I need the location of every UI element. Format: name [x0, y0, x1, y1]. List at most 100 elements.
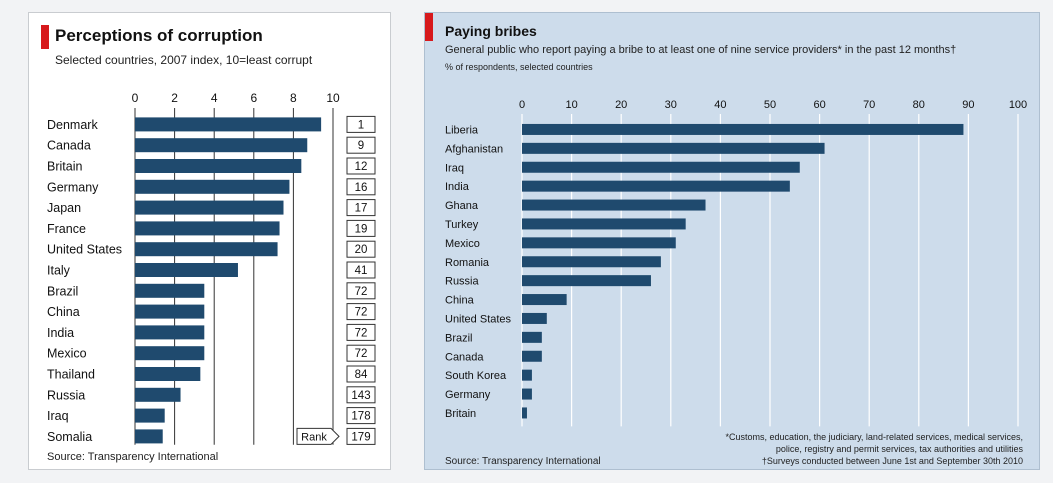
category-label: Britain	[47, 160, 82, 174]
corruption-bar-chart: Denmark Canada Britain Germany Japan France Un…	[47, 91, 376, 445]
bar	[522, 180, 790, 192]
bar	[522, 256, 661, 268]
bar	[135, 325, 205, 340]
category-label: Canada	[47, 139, 91, 153]
x-tick-label: 90	[962, 99, 974, 111]
x-tick-label: 70	[863, 99, 875, 111]
rank-box	[346, 199, 376, 217]
chart-title: Perceptions of corruption	[55, 26, 263, 45]
rank-box	[346, 219, 376, 237]
rank-box	[346, 240, 376, 258]
category-label: Ghana	[445, 200, 479, 212]
bar	[522, 350, 542, 362]
x-tick-label: 80	[913, 99, 925, 111]
bar	[135, 367, 201, 381]
bribes-bar-chart: Liberia Afghanistan Iraq India Ghana Turkey Me…	[445, 99, 1027, 427]
x-tick-label: 10	[326, 91, 340, 105]
bar	[522, 388, 532, 400]
category-label: France	[47, 222, 86, 236]
x-tick-label: 0	[132, 91, 139, 105]
category-label: Afghanistan	[445, 143, 503, 155]
rank-box	[346, 386, 376, 404]
category-label: United States	[445, 313, 512, 325]
category-label: Japan	[47, 201, 81, 215]
bar	[135, 387, 181, 402]
category-label: United States	[47, 243, 122, 257]
rank-box	[346, 323, 376, 341]
bar	[522, 275, 651, 287]
rank-value: 17	[355, 203, 368, 215]
bar	[135, 242, 278, 257]
category-label: Brazil	[47, 284, 78, 298]
category-label: Iraq	[445, 162, 464, 174]
chart-source: Source: Transparency International	[445, 456, 601, 467]
bar	[522, 407, 527, 419]
chart-source: Source: Transparency International	[47, 451, 219, 463]
rank-pointer-label: Rank	[301, 431, 327, 443]
rank-box	[346, 427, 376, 445]
x-tick-label: 20	[615, 99, 627, 111]
bar	[135, 283, 205, 298]
rank-value: 84	[355, 369, 368, 381]
category-label: Thailand	[47, 368, 95, 382]
rank-box	[346, 303, 376, 321]
accent-bar	[41, 25, 49, 49]
accent-bar	[425, 13, 433, 41]
x-tick-label: 100	[1009, 99, 1027, 111]
bar	[522, 331, 542, 343]
bar	[135, 221, 280, 236]
rank-value: 143	[351, 390, 370, 402]
x-tick-label: 6	[250, 91, 257, 105]
rank-value: 41	[355, 265, 368, 277]
unit-note: % of respondents, selected countries	[445, 62, 593, 72]
rank-box	[346, 365, 376, 383]
category-label: China	[445, 295, 475, 307]
corruption-chart-panel: Perceptions of corruption Selected count…	[28, 12, 391, 470]
bar	[522, 161, 800, 173]
rank-value: 1	[358, 119, 364, 131]
bar	[135, 179, 290, 194]
rank-value: 12	[355, 161, 368, 173]
rank-value: 72	[355, 307, 368, 319]
category-label: Germany	[47, 180, 99, 194]
rank-value: 72	[355, 348, 368, 360]
x-tick-label: 4	[211, 91, 218, 105]
bar	[522, 237, 676, 249]
category-label: Russia	[445, 276, 480, 288]
category-label: China	[47, 305, 80, 319]
rank-value: 72	[355, 286, 368, 298]
rank-box	[346, 157, 376, 175]
bar	[135, 200, 284, 215]
rank-value: 16	[355, 182, 368, 194]
rank-value: 72	[355, 327, 368, 339]
chart-subtitle: General public who report paying a bribe…	[445, 44, 957, 56]
category-label: Somalia	[47, 430, 92, 444]
rank-box	[346, 178, 376, 196]
category-label: Denmark	[47, 118, 98, 132]
chart-subtitle: Selected countries, 2007 index, 10=least…	[55, 53, 313, 67]
footnote-1: *Customs, education, the judiciary, land…	[725, 432, 1023, 442]
bar	[135, 304, 205, 319]
bar	[522, 312, 547, 324]
rank-box	[346, 136, 376, 154]
category-label: Russia	[47, 388, 85, 402]
bar	[135, 429, 163, 444]
bar	[522, 142, 825, 154]
category-label: India	[445, 181, 470, 193]
bar	[135, 117, 322, 132]
category-label: Romania	[445, 257, 490, 269]
rank-value: 179	[351, 431, 370, 443]
category-label: Canada	[445, 351, 484, 363]
bar	[522, 199, 706, 211]
rank-value: 9	[358, 140, 364, 152]
bar	[522, 369, 532, 381]
x-tick-label: 10	[565, 99, 577, 111]
bar	[522, 123, 964, 135]
rank-box	[346, 261, 376, 279]
category-label: Mexico	[445, 238, 480, 250]
category-label: India	[47, 326, 74, 340]
x-tick-label: 30	[665, 99, 677, 111]
x-tick-label: 2	[171, 91, 178, 105]
footnote-3: †Surveys conducted between June 1st and …	[761, 456, 1023, 466]
bar	[135, 263, 238, 277]
